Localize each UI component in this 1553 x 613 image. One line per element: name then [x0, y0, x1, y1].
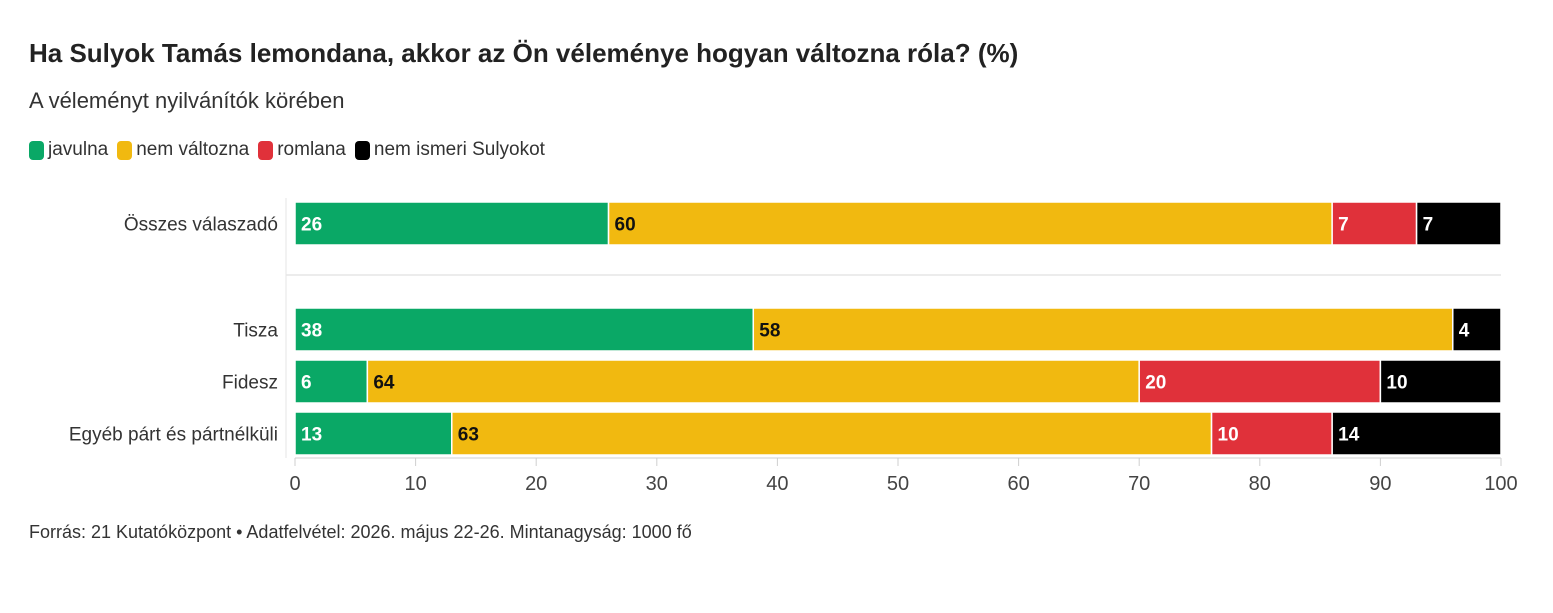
data-label: 10 [1218, 425, 1239, 446]
bar-segment [1379, 359, 1502, 404]
x-tick-label: 90 [1369, 473, 1391, 495]
data-label: 7 [1423, 215, 1434, 236]
legend: javulna nem változna romlana nem ismeri … [29, 139, 554, 161]
x-tick-label: 40 [766, 473, 788, 495]
source-note: Forrás: 21 Kutatóközpont • Adatfelvétel:… [29, 522, 692, 542]
chart-title: Ha Sulyok Tamás lemondana, akkor az Ön v… [29, 38, 1019, 68]
bar-segment [294, 411, 453, 456]
x-tick-label: 50 [887, 473, 909, 495]
data-label: 20 [1145, 373, 1166, 394]
bar-segment [1331, 411, 1502, 456]
data-label: 60 [615, 215, 636, 236]
bar-segment [294, 307, 755, 352]
x-tick-label: 10 [404, 473, 426, 495]
data-label: 6 [301, 373, 312, 394]
legend-item-nem-valtozna: nem változna [117, 139, 249, 161]
data-label: 38 [301, 321, 322, 342]
legend-item-romlana: romlana [258, 139, 346, 161]
bar-segment [752, 307, 1454, 352]
data-label: 13 [301, 425, 322, 446]
bar-segment [451, 411, 1213, 456]
data-label: 4 [1459, 321, 1470, 342]
bar-segment [1452, 307, 1502, 352]
x-tick-label: 0 [289, 473, 300, 495]
x-tick-label: 70 [1128, 473, 1150, 495]
legend-label: javulna [48, 139, 109, 160]
bar-segment [1415, 201, 1502, 246]
x-tick-label: 20 [525, 473, 547, 495]
category-label: Fidesz [222, 373, 278, 394]
x-tick-label: 100 [1484, 473, 1517, 495]
legend-swatch [258, 140, 274, 160]
bar-segment [294, 359, 369, 404]
data-label: 26 [301, 215, 322, 236]
legend-label: romlana [277, 139, 346, 160]
legend-swatch [29, 140, 44, 160]
data-label: 10 [1386, 373, 1407, 394]
x-tick-label: 80 [1249, 473, 1271, 495]
x-tick-label: 60 [1007, 473, 1029, 495]
data-label: 14 [1338, 425, 1360, 446]
legend-item-javulna: javulna [29, 139, 108, 161]
bar-segment [607, 201, 1333, 246]
category-label: Összes válaszadó [124, 215, 278, 236]
legend-swatch [117, 140, 133, 160]
legend-label: nem ismeri Sulyokot [373, 139, 545, 160]
data-label: 64 [373, 373, 395, 394]
data-label: 58 [759, 321, 780, 342]
bar-segment [366, 359, 1140, 404]
legend-item-nem-ismeri: nem ismeri Sulyokot [354, 139, 545, 161]
data-label: 7 [1338, 215, 1349, 236]
category-label: Tisza [233, 321, 278, 342]
category-label: Egyéb párt és pártnélküli [69, 425, 278, 446]
bar-segment [1331, 201, 1418, 246]
chart-subtitle: A véleményt nyilvánítók körében [29, 88, 345, 113]
legend-swatch [354, 140, 370, 160]
bar-segment [294, 201, 610, 246]
x-tick-label: 30 [646, 473, 668, 495]
legend-label: nem változna [136, 139, 250, 160]
data-label: 63 [458, 425, 479, 446]
bar-segment [1138, 359, 1382, 404]
